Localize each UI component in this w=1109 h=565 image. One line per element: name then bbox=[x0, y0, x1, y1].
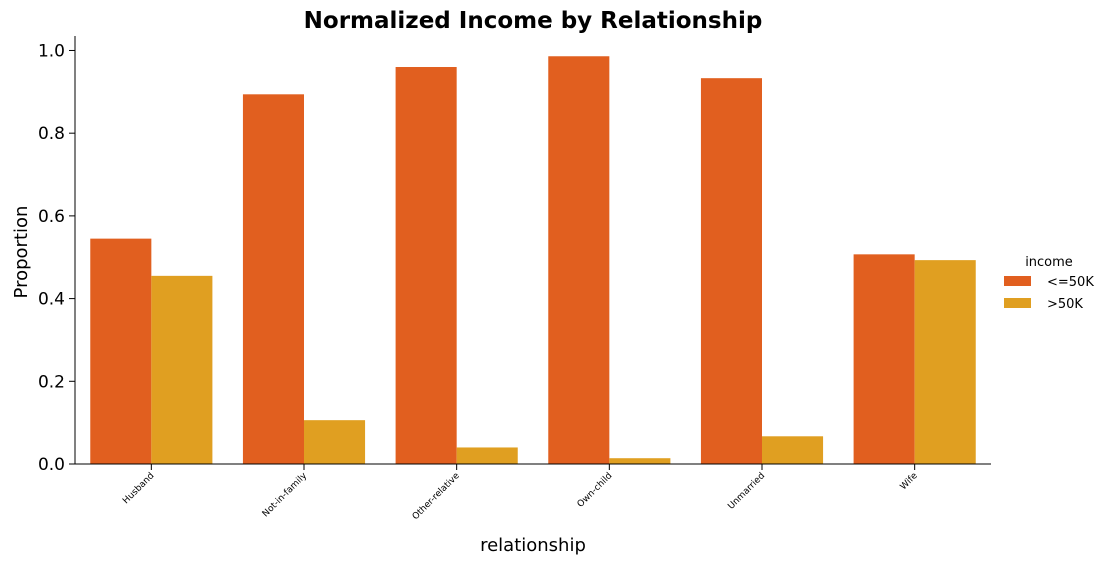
bar-wife-series-2 bbox=[914, 260, 976, 464]
bar-unmarried-series-2 bbox=[762, 436, 824, 464]
x-axis-ticks: Husband Not-in-family Other-relative Own-ch… bbox=[121, 464, 920, 522]
bar-own-child-series-1 bbox=[548, 56, 610, 464]
y-axis-ticks: 0.0 0.2 0.4 0.6 0.8 1.0 bbox=[38, 41, 75, 475]
x-tick-label-unmarried: Unmarried bbox=[726, 471, 767, 512]
bar-other-relative-series-2 bbox=[456, 447, 518, 464]
bar-unmarried-series-1 bbox=[700, 78, 762, 465]
chart-title: Normalized Income by Relationship bbox=[304, 8, 763, 34]
x-tick-label-wife: Wife bbox=[899, 471, 920, 492]
bar-husband-series-1 bbox=[90, 238, 152, 464]
y-tick-label: 0.8 bbox=[38, 124, 65, 144]
legend-label-2: >50K bbox=[1047, 297, 1083, 312]
bar-husband-series-2 bbox=[151, 275, 213, 464]
y-axis-label: Proportion bbox=[11, 206, 32, 299]
bars-group bbox=[90, 56, 976, 465]
x-axis-label: relationship bbox=[480, 535, 586, 556]
legend-swatch-1 bbox=[1004, 276, 1031, 286]
y-tick-label: 0.6 bbox=[38, 207, 65, 227]
y-tick-label: 0.0 bbox=[38, 455, 65, 475]
legend-swatch-2 bbox=[1004, 298, 1031, 308]
legend-label-1: <=50K bbox=[1047, 275, 1094, 290]
legend-title: income bbox=[1025, 255, 1073, 270]
y-tick-label: 0.2 bbox=[38, 372, 65, 392]
bar-wife-series-1 bbox=[853, 254, 915, 464]
x-tick-label-own-child: Own-child bbox=[576, 471, 615, 510]
y-tick-label: 0.4 bbox=[38, 290, 65, 310]
bar-not-in-family-series-2 bbox=[304, 420, 366, 464]
bar-other-relative-series-1 bbox=[395, 67, 457, 464]
x-tick-label-not-in-family: Not-in-family bbox=[261, 471, 310, 520]
bar-not-in-family-series-1 bbox=[242, 94, 304, 464]
bar-own-child-series-2 bbox=[609, 458, 671, 464]
x-tick-label-husband: Husband bbox=[121, 471, 156, 506]
legend: income <=50K >50K bbox=[1004, 255, 1094, 312]
y-tick-label: 1.0 bbox=[38, 41, 65, 61]
x-tick-label-other-relative: Other-relative bbox=[411, 471, 462, 522]
